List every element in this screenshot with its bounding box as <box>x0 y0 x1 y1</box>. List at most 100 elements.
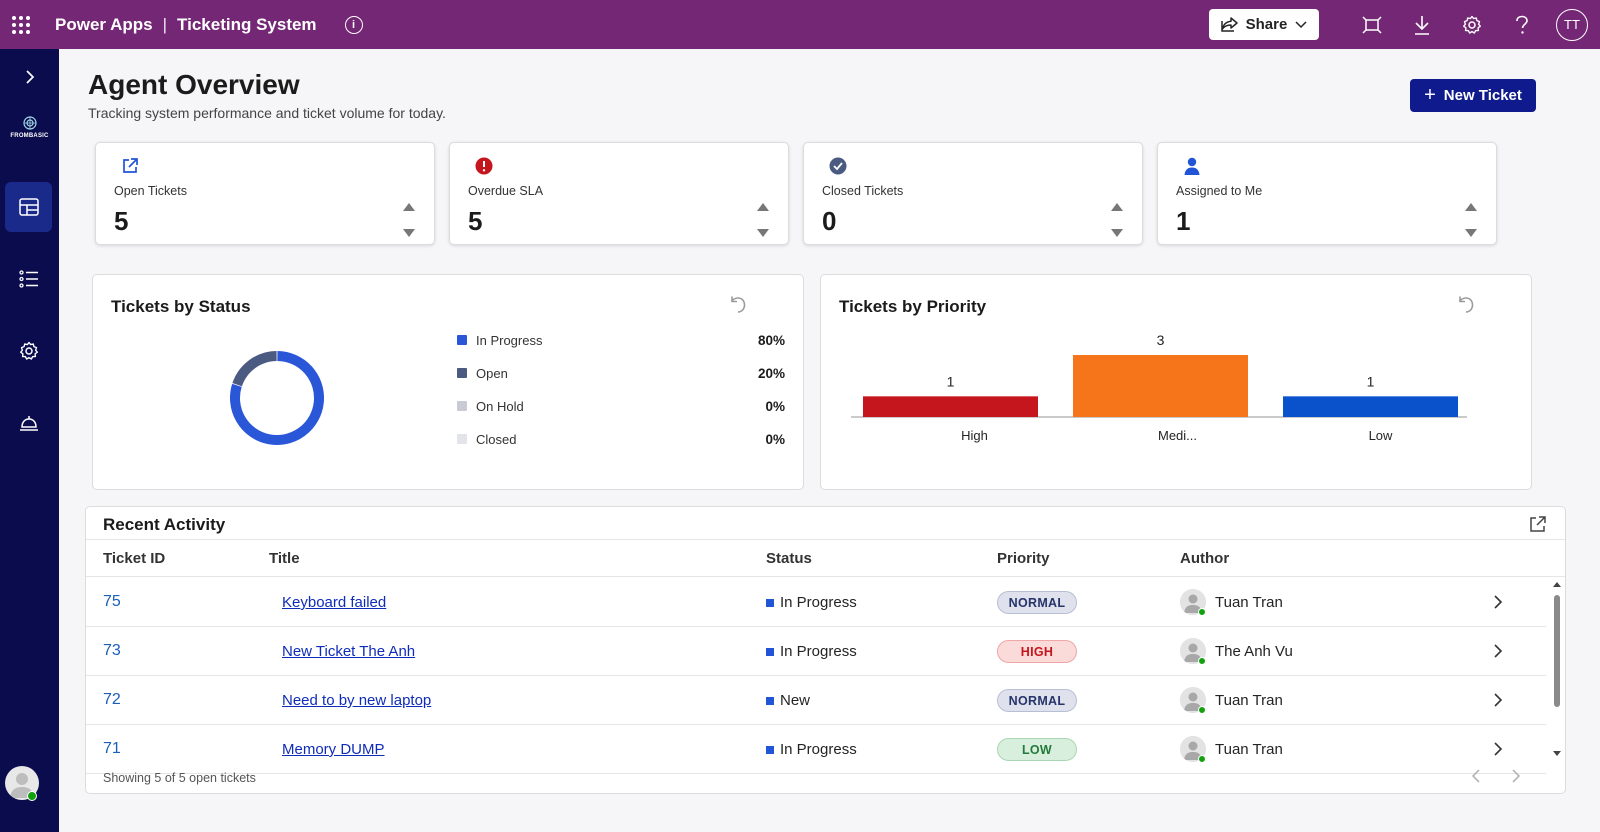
online-status-icon <box>1198 755 1206 763</box>
status-cell: In Progress <box>766 643 857 660</box>
status-text: New <box>780 692 811 709</box>
column-header-priority[interactable]: Priority <box>997 550 1050 567</box>
kpi-stepper[interactable] <box>1110 203 1124 237</box>
ticket-title-link[interactable]: Keyboard failed <box>282 594 387 611</box>
open-external-icon[interactable] <box>1529 515 1547 533</box>
app-launcher-icon[interactable] <box>0 0 42 49</box>
ticket-title-link[interactable]: New Ticket The Anh <box>282 643 416 660</box>
author-cell: Tuan Tran <box>1180 589 1283 616</box>
donut-slice-open[interactable] <box>232 351 277 387</box>
triangle-up-icon[interactable] <box>1111 203 1123 211</box>
donut-slice-in-progress[interactable] <box>230 351 324 445</box>
legend-swatch <box>457 368 467 378</box>
logo-icon <box>22 116 37 130</box>
help-icon[interactable] <box>1497 0 1547 49</box>
column-header-ticket-id[interactable]: Ticket ID <box>103 550 166 567</box>
refresh-icon[interactable] <box>727 295 747 315</box>
online-status-icon <box>1198 608 1206 616</box>
status-text: In Progress <box>780 594 857 611</box>
triangle-up-icon[interactable] <box>1465 203 1477 211</box>
online-status-icon <box>1198 706 1206 714</box>
category-label: Medi... <box>1158 428 1197 443</box>
app-name: Ticketing System <box>177 14 317 34</box>
rail-item-service[interactable] <box>5 398 52 448</box>
status-indicator <box>766 745 774 754</box>
user-avatar[interactable]: TT <box>1556 8 1588 41</box>
ticket-title-link[interactable]: Memory DUMP <box>282 741 385 758</box>
author-avatar <box>1180 736 1206 763</box>
page-subtitle: Tracking system performance and ticket v… <box>88 105 446 121</box>
chevron-right-icon[interactable] <box>1490 692 1506 708</box>
column-header-author[interactable]: Author <box>1180 550 1230 567</box>
new-ticket-button[interactable]: + New Ticket <box>1410 79 1536 112</box>
chevron-right-icon[interactable] <box>1511 769 1521 783</box>
priority-badge: NORMAL <box>997 689 1077 712</box>
bar-value-label: 1 <box>947 373 955 389</box>
chevron-right-icon[interactable] <box>1490 741 1506 757</box>
bar-medi[interactable] <box>1073 355 1248 417</box>
triangle-down-icon[interactable] <box>1111 229 1123 237</box>
table-row[interactable]: 75 Keyboard failed In Progress NORMAL Tuan T… <box>86 578 1546 627</box>
rail-item-settings[interactable] <box>5 326 52 376</box>
kpi-stepper[interactable] <box>1464 203 1478 237</box>
share-button[interactable]: Share <box>1209 9 1319 40</box>
kpi-card-open-tickets: Open Tickets 5 <box>95 142 435 245</box>
triangle-down-icon[interactable] <box>403 229 415 237</box>
settings-icon <box>19 341 38 360</box>
table-row[interactable]: 72 Need to by new laptop New NORMAL Tuan Tra… <box>86 676 1546 725</box>
person-icon <box>1184 157 1200 175</box>
author-cell: The Anh Vu <box>1180 638 1293 665</box>
table-row[interactable]: 73 New Ticket The Anh In Progress HIGH The A… <box>86 627 1546 676</box>
bar-value-label: 1 <box>1367 373 1375 389</box>
chevron-right-icon[interactable] <box>0 57 59 97</box>
fit-screen-icon[interactable] <box>1347 0 1397 49</box>
table-scrollbar[interactable] <box>1552 581 1562 757</box>
status-indicator <box>766 696 774 705</box>
service-bell-icon <box>19 416 38 431</box>
ticket-title-link[interactable]: Need to by new laptop <box>282 692 432 709</box>
status-text: In Progress <box>780 741 857 758</box>
kpi-card-closed-tickets: Closed Tickets 0 <box>803 142 1143 245</box>
kpi-label: Overdue SLA <box>468 184 544 198</box>
status-cell: In Progress <box>766 594 857 611</box>
ticket-id[interactable]: 75 <box>103 593 121 610</box>
ticket-id[interactable]: 71 <box>103 740 121 757</box>
kpi-label: Open Tickets <box>114 184 187 198</box>
triangle-up-icon[interactable] <box>757 203 769 211</box>
legend-label: On Hold <box>476 398 524 414</box>
kpi-stepper[interactable] <box>402 203 416 237</box>
bar-low[interactable] <box>1283 396 1458 417</box>
legend-label: Closed <box>476 431 517 447</box>
triangle-down-icon[interactable] <box>1465 229 1477 237</box>
ticket-id[interactable]: 72 <box>103 691 121 708</box>
rail-item-dashboard[interactable] <box>5 182 52 232</box>
info-icon[interactable]: i <box>344 15 363 34</box>
ticket-id[interactable]: 73 <box>103 642 121 659</box>
refresh-icon[interactable] <box>1455 295 1475 315</box>
left-rail: FROMBASIC <box>0 49 59 832</box>
table-row[interactable]: 71 Memory DUMP In Progress LOW Tuan Tran <box>86 725 1546 774</box>
priority-badge: NORMAL <box>997 591 1077 614</box>
legend-item: On Hold 0% <box>457 396 785 416</box>
kpi-stepper[interactable] <box>756 203 770 237</box>
rail-item-list[interactable] <box>5 254 52 304</box>
chevron-left-icon[interactable] <box>1471 769 1481 783</box>
chevron-right-icon[interactable] <box>1490 594 1506 610</box>
bar-high[interactable] <box>863 396 1038 417</box>
legend-swatch <box>457 335 467 345</box>
triangle-up-icon[interactable] <box>403 203 415 211</box>
legend-percentage: 0% <box>765 398 785 414</box>
triangle-down-icon[interactable] <box>757 229 769 237</box>
new-ticket-label: New Ticket <box>1443 87 1522 104</box>
legend-percentage: 0% <box>765 431 785 447</box>
settings-gear-icon[interactable] <box>1447 0 1497 49</box>
chevron-right-icon[interactable] <box>1490 643 1506 659</box>
download-icon[interactable] <box>1397 0 1447 49</box>
legend-item: In Progress 80% <box>457 330 785 350</box>
kpi-value: 1 <box>1176 206 1191 236</box>
priority-chart-card: Tickets by Priority 1 High 3 Medi... 1 Low <box>820 274 1532 490</box>
top-bar: Power Apps | Ticketing System i Share TT <box>0 0 1600 49</box>
column-header-status[interactable]: Status <box>766 550 812 567</box>
chart-title: Tickets by Priority <box>839 297 987 316</box>
column-header-title[interactable]: Title <box>269 550 300 567</box>
